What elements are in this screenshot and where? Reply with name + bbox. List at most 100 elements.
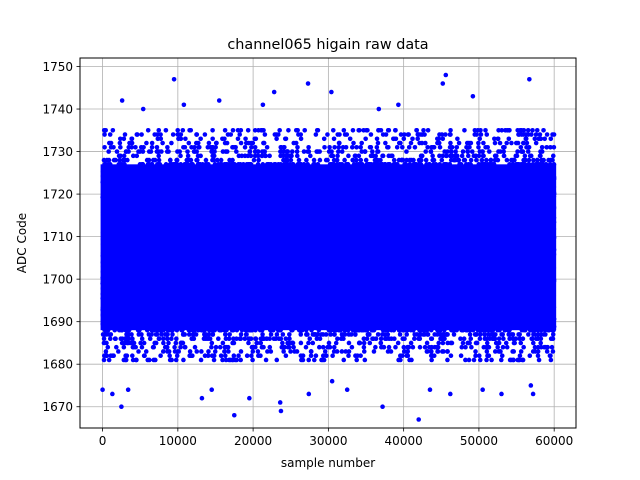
data-point xyxy=(404,157,409,163)
data-point xyxy=(194,157,199,163)
data-point xyxy=(468,157,474,163)
x-axis-label: sample number xyxy=(281,456,375,470)
data-point xyxy=(396,327,402,333)
data-point xyxy=(408,340,414,346)
data-point xyxy=(504,344,510,350)
data-point xyxy=(458,336,463,341)
data-point xyxy=(254,340,260,346)
data-point xyxy=(101,241,106,247)
data-point xyxy=(234,327,240,333)
data-point xyxy=(405,344,411,350)
data-point xyxy=(368,153,374,159)
data-point xyxy=(544,132,550,137)
data-point xyxy=(117,157,122,163)
data-point xyxy=(118,145,123,150)
data-point xyxy=(195,140,201,146)
data-point xyxy=(143,349,149,354)
data-point xyxy=(205,145,211,150)
data-point xyxy=(549,308,555,313)
data-point xyxy=(116,327,122,333)
data-point xyxy=(174,336,179,341)
data-point xyxy=(550,197,556,202)
data-point xyxy=(459,153,465,159)
data-point xyxy=(435,136,440,142)
data-point xyxy=(336,145,342,150)
data-point xyxy=(484,349,490,354)
data-point xyxy=(476,140,481,146)
data-point xyxy=(310,340,316,346)
data-point xyxy=(333,340,339,346)
data-point xyxy=(295,145,300,150)
data-point xyxy=(106,357,112,363)
data-point xyxy=(294,153,300,159)
data-point xyxy=(101,178,107,184)
data-point xyxy=(391,162,397,167)
data-point xyxy=(169,140,174,146)
data-point xyxy=(361,344,367,350)
data-point xyxy=(158,136,164,142)
data-point xyxy=(417,336,423,341)
x-tick-label: 60000 xyxy=(535,434,573,448)
data-point xyxy=(222,140,228,146)
data-point xyxy=(259,153,265,159)
data-point xyxy=(512,340,517,346)
data-point xyxy=(105,344,111,350)
data-point xyxy=(551,273,556,279)
data-point xyxy=(146,157,152,163)
data-point xyxy=(412,336,417,341)
data-point xyxy=(378,157,383,163)
outlier-point xyxy=(209,387,215,393)
data-point xyxy=(283,336,289,341)
data-point xyxy=(550,322,555,327)
y-tick-label: 1680 xyxy=(42,358,73,372)
data-point xyxy=(480,153,486,159)
data-point xyxy=(347,136,353,142)
data-point xyxy=(361,340,367,346)
data-point xyxy=(274,357,280,363)
data-point xyxy=(365,127,370,133)
data-point xyxy=(295,162,301,167)
data-point xyxy=(102,322,107,327)
outlier-point xyxy=(199,395,205,401)
data-point xyxy=(180,127,186,133)
data-point xyxy=(281,145,287,150)
data-point xyxy=(267,153,272,159)
data-point xyxy=(102,268,107,274)
data-point xyxy=(198,136,203,142)
data-point xyxy=(102,332,107,337)
data-point xyxy=(370,149,375,154)
data-point xyxy=(145,127,151,133)
data-point xyxy=(417,344,423,350)
data-point xyxy=(495,327,500,333)
data-point xyxy=(433,162,439,167)
data-point xyxy=(130,357,136,363)
data-point xyxy=(222,136,227,142)
data-point xyxy=(352,327,357,333)
data-point xyxy=(524,145,529,150)
data-point xyxy=(165,332,170,337)
data-point xyxy=(393,344,398,350)
data-point xyxy=(532,344,538,350)
data-point xyxy=(535,353,541,359)
data-point xyxy=(551,266,557,272)
data-point xyxy=(442,327,447,333)
data-point xyxy=(510,332,516,337)
data-point xyxy=(273,336,279,341)
data-point xyxy=(308,349,314,354)
data-point xyxy=(535,327,541,333)
data-point xyxy=(527,353,533,359)
data-point xyxy=(437,153,442,159)
data-point xyxy=(341,332,347,337)
data-point xyxy=(416,132,422,137)
y-tick-label: 1750 xyxy=(42,60,73,74)
data-point xyxy=(154,145,160,150)
data-point xyxy=(298,340,304,346)
data-point xyxy=(355,353,360,359)
data-point xyxy=(133,145,138,150)
data-point xyxy=(387,162,392,167)
data-point xyxy=(488,157,494,163)
data-point xyxy=(422,332,427,337)
data-point xyxy=(473,349,478,354)
data-point xyxy=(510,336,516,341)
data-point xyxy=(101,127,107,133)
